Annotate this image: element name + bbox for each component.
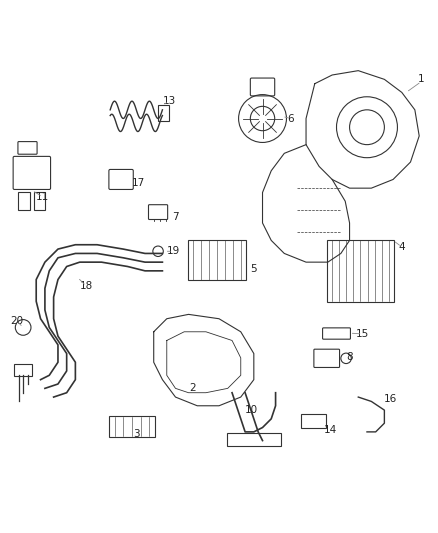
Text: 8: 8 bbox=[346, 352, 353, 362]
Text: 2: 2 bbox=[190, 383, 196, 393]
Text: 17: 17 bbox=[132, 177, 145, 188]
Text: 15: 15 bbox=[356, 329, 369, 339]
Text: 7: 7 bbox=[172, 212, 179, 222]
Text: 1: 1 bbox=[418, 75, 425, 84]
Text: 5: 5 bbox=[251, 264, 257, 273]
Text: 19: 19 bbox=[167, 246, 180, 256]
Text: 13: 13 bbox=[162, 96, 176, 106]
Text: 4: 4 bbox=[399, 242, 405, 252]
Text: 11: 11 bbox=[36, 192, 49, 202]
Text: 6: 6 bbox=[287, 114, 294, 124]
Text: 10: 10 bbox=[245, 405, 258, 415]
Text: 14: 14 bbox=[323, 425, 337, 435]
Text: 16: 16 bbox=[384, 394, 398, 404]
Text: 20: 20 bbox=[10, 316, 23, 326]
Text: 18: 18 bbox=[80, 281, 93, 291]
Text: 3: 3 bbox=[133, 429, 140, 439]
